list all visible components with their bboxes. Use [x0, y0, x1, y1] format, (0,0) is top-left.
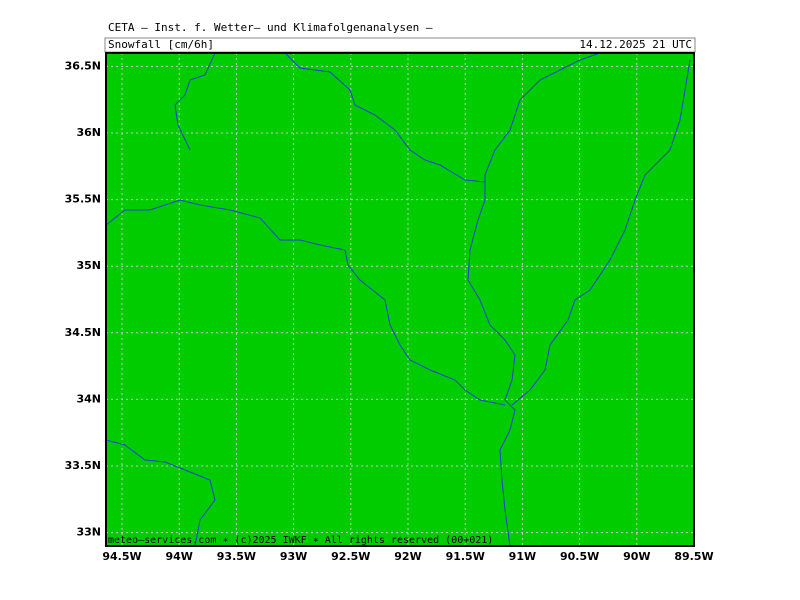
river: [511, 59, 691, 406]
river: [467, 52, 601, 547]
lon-tick-label: 90W: [623, 550, 650, 563]
lat-tick-label: 34.5N: [65, 326, 101, 339]
lon-tick-label: 94.5W: [102, 550, 141, 563]
lon-tick-label: 92W: [394, 550, 421, 563]
footer: meteo–services.com ∗ (c)2025 IWKF ∗ All …: [108, 535, 493, 546]
lon-tick-label: 91.5W: [446, 550, 485, 563]
lat-tick-label: 35N: [76, 259, 101, 272]
lon-tick-label: 94W: [165, 550, 192, 563]
lon-tick-label: 92.5W: [331, 550, 370, 563]
title: CETA – Inst. f. Wetter– und Klimafolgena…: [108, 21, 433, 34]
map-area: [106, 53, 694, 546]
valid-time: 14.12.2025 21 UTC: [579, 38, 692, 51]
lat-tick-label: 36N: [76, 126, 101, 139]
lon-tick-label: 91W: [509, 550, 536, 563]
river: [105, 439, 216, 547]
lat-tick-label: 35.5N: [65, 193, 101, 206]
lat-tick-label: 36.5N: [65, 59, 101, 72]
map-frame: [105, 52, 695, 547]
lat-tick-label: 33.5N: [65, 459, 101, 472]
river: [284, 52, 486, 183]
lat-tick-label: 33N: [76, 526, 101, 539]
lon-tick-label: 89.5W: [674, 550, 713, 563]
lon-tick-label: 90.5W: [560, 550, 599, 563]
lon-tick-label: 93W: [280, 550, 307, 563]
lon-tick-label: 93.5W: [217, 550, 256, 563]
rivers: [105, 52, 691, 547]
lat-tick-label: 34N: [76, 392, 101, 405]
river: [105, 199, 506, 406]
river: [174, 52, 216, 151]
parameter: Snowfall [cm/6h]: [108, 38, 214, 51]
